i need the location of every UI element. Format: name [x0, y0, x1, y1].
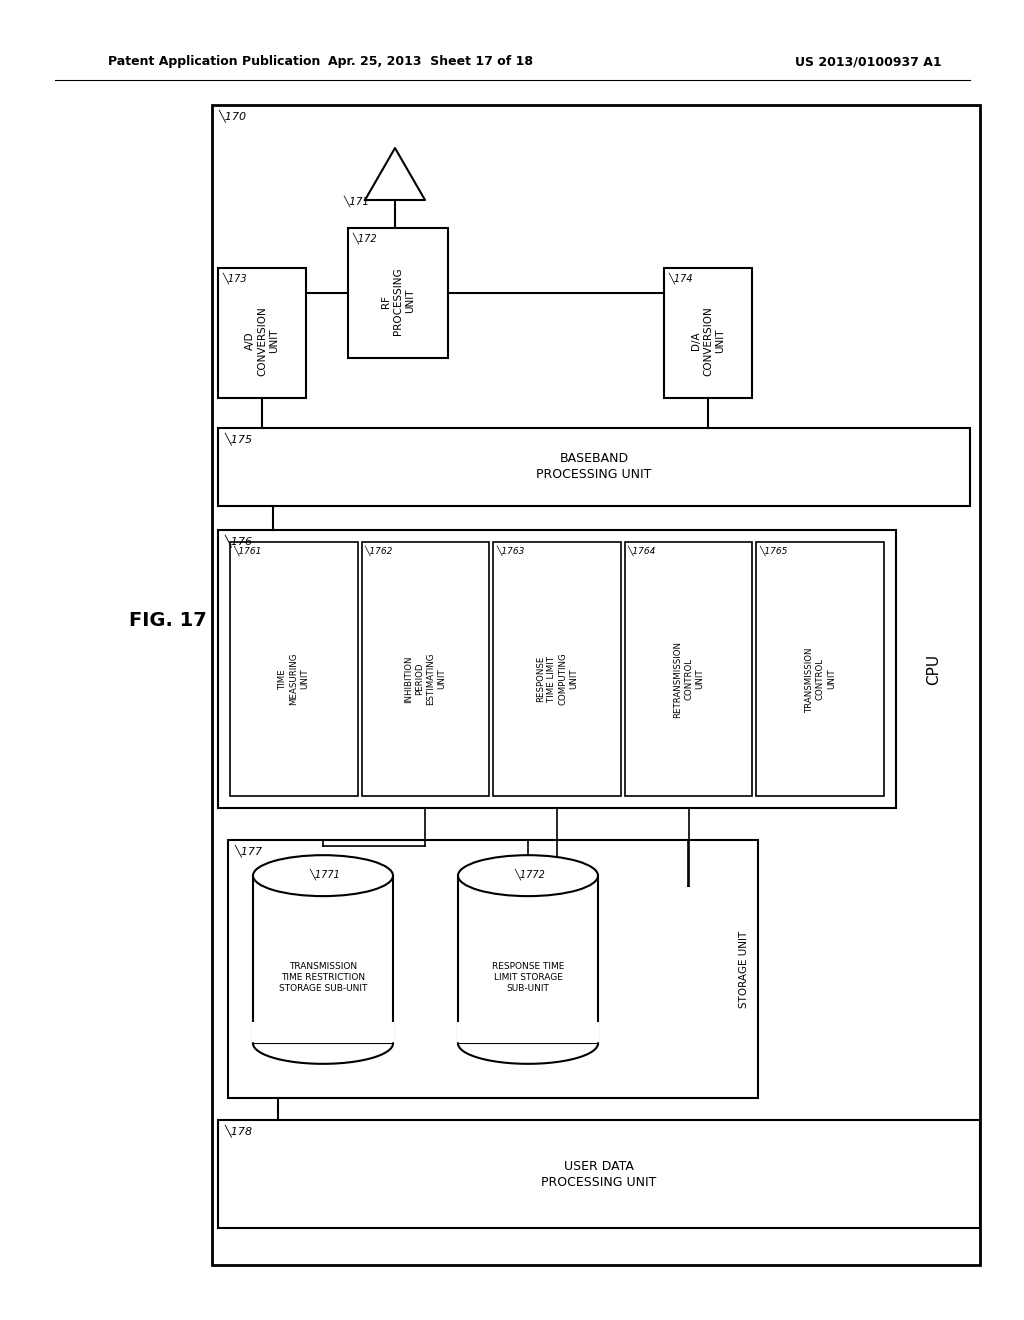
Bar: [218, 268, 306, 399]
Bar: [228, 840, 758, 1098]
Text: TRANSMISSION
CONTROL
UNIT: TRANSMISSION CONTROL UNIT: [805, 647, 836, 711]
Text: ╲176: ╲176: [224, 535, 252, 546]
Bar: [625, 543, 753, 796]
Text: INHIBITION
PERIOD
ESTIMATING
UNIT: INHIBITION PERIOD ESTIMATING UNIT: [404, 653, 446, 705]
Ellipse shape: [458, 855, 598, 896]
Bar: [218, 1119, 980, 1228]
Text: RESPONSE
TIME LIMIT
COMPUTING
UNIT: RESPONSE TIME LIMIT COMPUTING UNIT: [536, 652, 579, 705]
Text: RF
PROCESSING
UNIT: RF PROCESSING UNIT: [381, 267, 416, 335]
Bar: [457, 1022, 599, 1043]
Text: ╲1761: ╲1761: [233, 545, 261, 556]
Text: Patent Application Publication: Patent Application Publication: [108, 55, 321, 69]
Text: ╲174: ╲174: [668, 272, 692, 284]
Bar: [212, 106, 980, 1265]
Text: ╲1772: ╲1772: [514, 869, 545, 879]
Text: RETRANSMISSION
CONTROL
UNIT: RETRANSMISSION CONTROL UNIT: [673, 640, 705, 718]
Text: ╲175: ╲175: [224, 432, 252, 445]
Text: CPU: CPU: [927, 653, 941, 685]
Text: ╲171: ╲171: [343, 195, 369, 207]
Text: US 2013/0100937 A1: US 2013/0100937 A1: [795, 55, 942, 69]
Text: ╲1763: ╲1763: [497, 545, 524, 556]
Bar: [494, 543, 621, 796]
Text: TRANSMISSION
TIME RESTRICTION
STORAGE SUB-UNIT: TRANSMISSION TIME RESTRICTION STORAGE SU…: [279, 962, 368, 993]
Bar: [218, 428, 970, 506]
Bar: [348, 228, 449, 358]
Text: Apr. 25, 2013  Sheet 17 of 18: Apr. 25, 2013 Sheet 17 of 18: [328, 55, 532, 69]
Bar: [218, 531, 896, 808]
Text: ╲178: ╲178: [224, 1125, 252, 1137]
Text: BASEBAND
PROCESSING UNIT: BASEBAND PROCESSING UNIT: [537, 453, 651, 482]
Polygon shape: [365, 148, 425, 201]
Bar: [664, 268, 752, 399]
Text: TIME
MEASURING
UNIT: TIME MEASURING UNIT: [279, 653, 309, 705]
Bar: [361, 543, 489, 796]
Text: RESPONSE TIME
LIMIT STORAGE
SUB-UNIT: RESPONSE TIME LIMIT STORAGE SUB-UNIT: [492, 962, 564, 993]
Bar: [253, 875, 393, 1043]
Text: ╲1771: ╲1771: [309, 869, 340, 879]
Text: ╲1764: ╲1764: [628, 545, 656, 556]
Bar: [757, 543, 884, 796]
Text: FIG. 17: FIG. 17: [129, 610, 207, 630]
Text: A/D
CONVERSION
UNIT: A/D CONVERSION UNIT: [245, 306, 280, 376]
Text: ╲177: ╲177: [234, 843, 262, 857]
Text: ╲1762: ╲1762: [365, 545, 393, 556]
Text: D/A
CONVERSION
UNIT: D/A CONVERSION UNIT: [690, 306, 725, 376]
Text: ╲170: ╲170: [218, 110, 246, 121]
Text: ╲173: ╲173: [222, 272, 247, 284]
Bar: [458, 875, 598, 1043]
Bar: [252, 1022, 394, 1043]
Text: STORAGE UNIT: STORAGE UNIT: [739, 931, 749, 1007]
Text: ╲172: ╲172: [352, 232, 377, 244]
Ellipse shape: [253, 855, 393, 896]
Bar: [230, 543, 357, 796]
Text: ╲1765: ╲1765: [760, 545, 787, 556]
Text: USER DATA
PROCESSING UNIT: USER DATA PROCESSING UNIT: [542, 1159, 656, 1188]
